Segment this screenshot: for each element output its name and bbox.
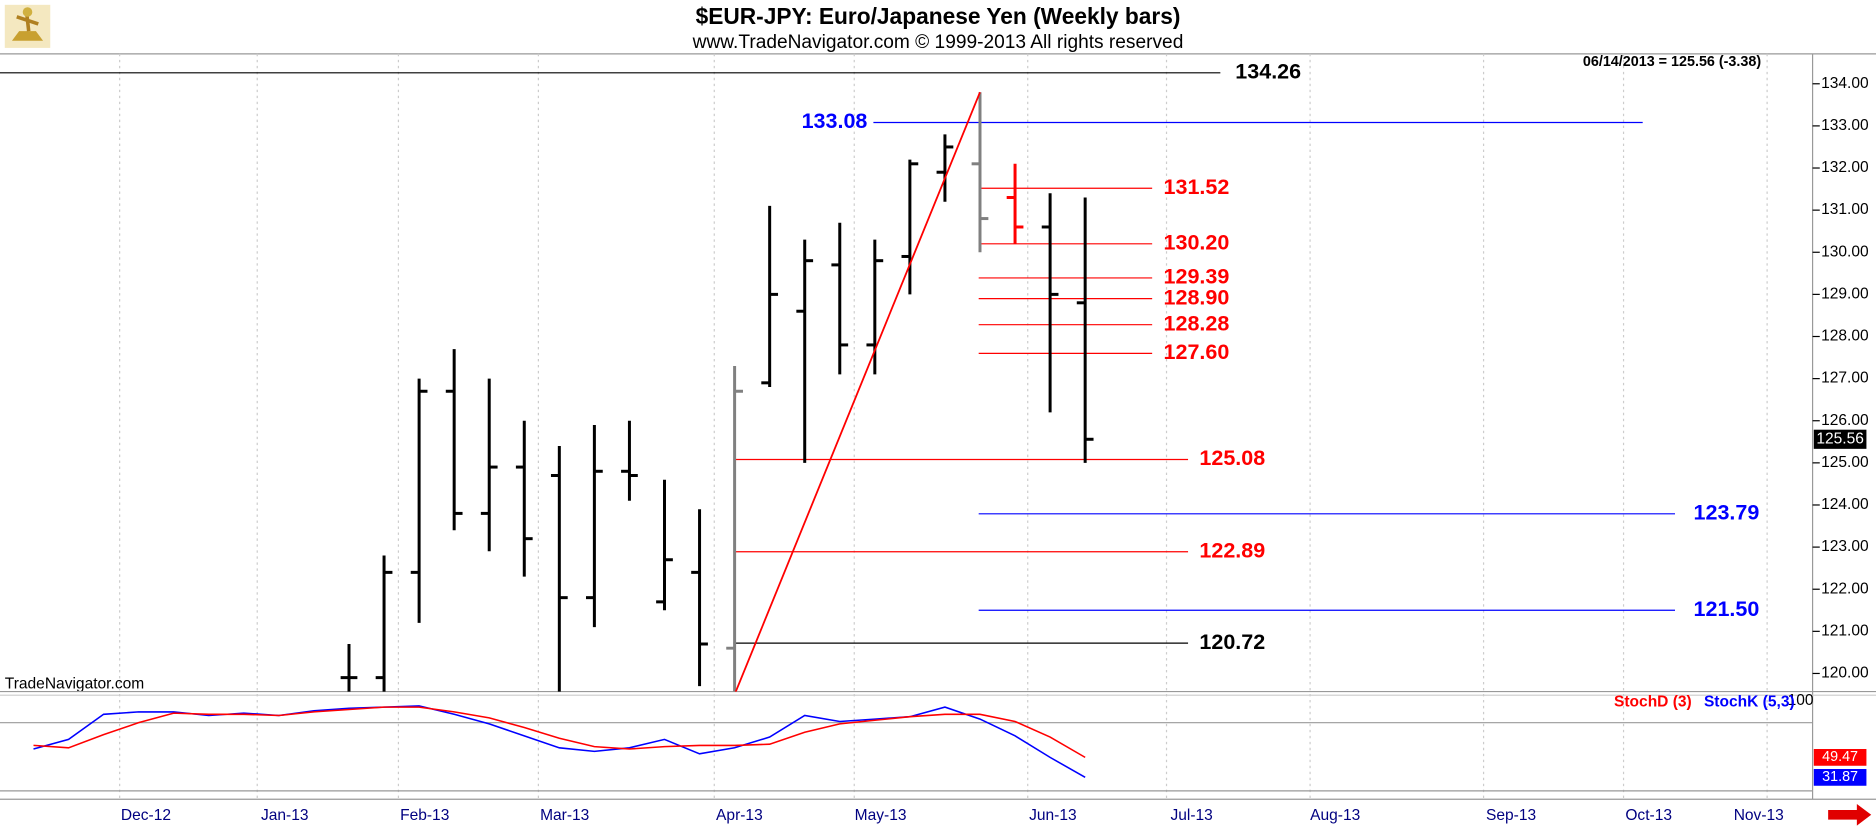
last-price: 125.56 bbox=[1816, 430, 1864, 447]
legend-entry: StochD (3) bbox=[1614, 693, 1692, 710]
level-label: 131.52 bbox=[1164, 175, 1230, 199]
grid bbox=[0, 53, 1813, 800]
scroll-arrow[interactable] bbox=[1828, 804, 1872, 826]
price-panel bbox=[0, 72, 1675, 692]
x-tick-label: May-13 bbox=[855, 807, 907, 824]
x-tick-label: Mar-13 bbox=[540, 807, 589, 824]
x-tick-label: Oct-13 bbox=[1625, 807, 1672, 824]
indicator-line bbox=[33, 706, 1086, 759]
level-label: 128.28 bbox=[1164, 311, 1230, 335]
level-label: 129.39 bbox=[1164, 265, 1230, 289]
y-tick-label: 127.00 bbox=[1821, 370, 1869, 387]
x-tick-label: Feb-13 bbox=[400, 807, 449, 824]
y-tick-label: 132.00 bbox=[1821, 159, 1869, 176]
level-label: 134.26 bbox=[1235, 60, 1301, 84]
y-tick-label: 129.00 bbox=[1821, 285, 1869, 302]
y-tick-label: 124.00 bbox=[1821, 496, 1869, 513]
level-label: 123.79 bbox=[1694, 501, 1760, 525]
indicator-value: 31.87 bbox=[1822, 769, 1858, 785]
y-tick-label: 125.00 bbox=[1821, 454, 1869, 471]
y-tick-label: 128.00 bbox=[1821, 328, 1869, 345]
level-label: 133.08 bbox=[802, 109, 868, 133]
level-label: 128.90 bbox=[1164, 285, 1230, 309]
level-label: 125.08 bbox=[1199, 446, 1265, 470]
indicator-tick-label: 100 bbox=[1788, 692, 1814, 709]
indicator-value: 49.47 bbox=[1822, 749, 1858, 765]
y-tick-label: 121.00 bbox=[1821, 622, 1869, 639]
level-label: 127.60 bbox=[1164, 340, 1230, 364]
logo bbox=[4, 4, 51, 48]
last-price-box bbox=[1813, 429, 1867, 449]
chart-title: $EUR-JPY: Euro/Japanese Yen (Weekly bars… bbox=[696, 3, 1181, 29]
legend-entry: StochK (5,3) bbox=[1704, 693, 1795, 710]
level-label: 121.50 bbox=[1694, 597, 1760, 621]
x-tick-label: Jan-13 bbox=[261, 807, 309, 824]
x-tick-label: Nov-13 bbox=[1734, 807, 1784, 824]
y-tick-label: 126.00 bbox=[1821, 412, 1869, 429]
y-tick-label: 120.00 bbox=[1821, 665, 1869, 682]
y-tick-label: 131.00 bbox=[1821, 201, 1869, 218]
indicator-value-box bbox=[1813, 769, 1867, 786]
x-tick-label: Sep-13 bbox=[1486, 807, 1536, 824]
x-tick-label: Jul-13 bbox=[1170, 807, 1212, 824]
x-tick-label: Dec-12 bbox=[121, 807, 171, 824]
indicator-value-box bbox=[1813, 749, 1867, 766]
trend-line bbox=[734, 91, 981, 692]
y-tick-label: 130.00 bbox=[1821, 243, 1869, 260]
y-tick-label: 123.00 bbox=[1821, 538, 1869, 555]
status: 06/14/2013 = 125.56 (-3.38) bbox=[1583, 54, 1761, 70]
x-tick-label: Aug-13 bbox=[1310, 807, 1360, 824]
level-label: 122.89 bbox=[1199, 538, 1265, 562]
level-label: 130.20 bbox=[1164, 231, 1230, 255]
chart-subtitle: www.TradeNavigator.com © 1999-2013 All r… bbox=[692, 32, 1184, 53]
y-tick-label: 134.00 bbox=[1821, 75, 1869, 92]
x-tick-label: Apr-13 bbox=[716, 807, 763, 824]
level-label: 120.72 bbox=[1199, 630, 1265, 654]
labels: Dec-12 Jan-13 Feb-13 Mar-13 Apr-13 May-13 Jun-… bbox=[121, 60, 1869, 825]
y-tick-label: 133.00 bbox=[1821, 117, 1869, 134]
x-tick-label: Jun-13 bbox=[1029, 807, 1077, 824]
watermark: TradeNavigator.com bbox=[5, 676, 144, 693]
y-tick-label: 122.00 bbox=[1821, 580, 1869, 597]
